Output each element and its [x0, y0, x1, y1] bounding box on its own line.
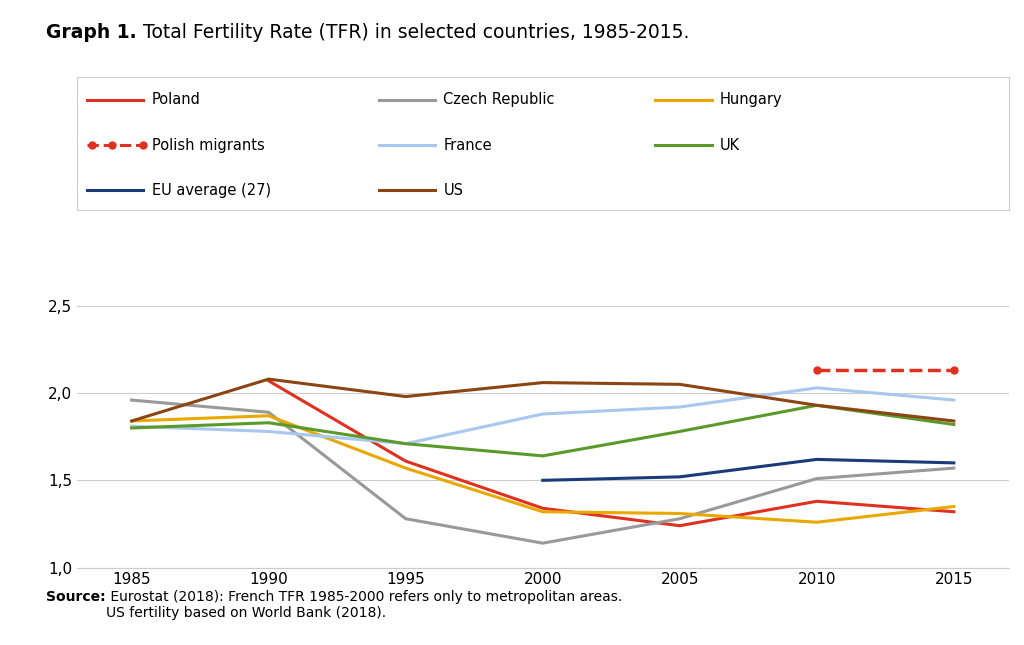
Text: EU average (27): EU average (27): [152, 183, 270, 198]
Text: Hungary: Hungary: [720, 92, 782, 108]
Text: Poland: Poland: [152, 92, 201, 108]
Text: US: US: [443, 183, 464, 198]
Text: France: France: [443, 137, 492, 153]
Text: Eurostat (2018): French TFR 1985-2000 refers only to metropolitan areas.
US fert: Eurostat (2018): French TFR 1985-2000 re…: [105, 590, 622, 620]
Text: Total Fertility Rate (TFR) in selected countries, 1985-2015.: Total Fertility Rate (TFR) in selected c…: [137, 23, 689, 41]
Text: Source:: Source:: [46, 590, 105, 604]
Text: Polish migrants: Polish migrants: [152, 137, 264, 153]
Text: UK: UK: [720, 137, 740, 153]
Text: Czech Republic: Czech Republic: [443, 92, 555, 108]
Text: Graph 1.: Graph 1.: [46, 23, 137, 41]
